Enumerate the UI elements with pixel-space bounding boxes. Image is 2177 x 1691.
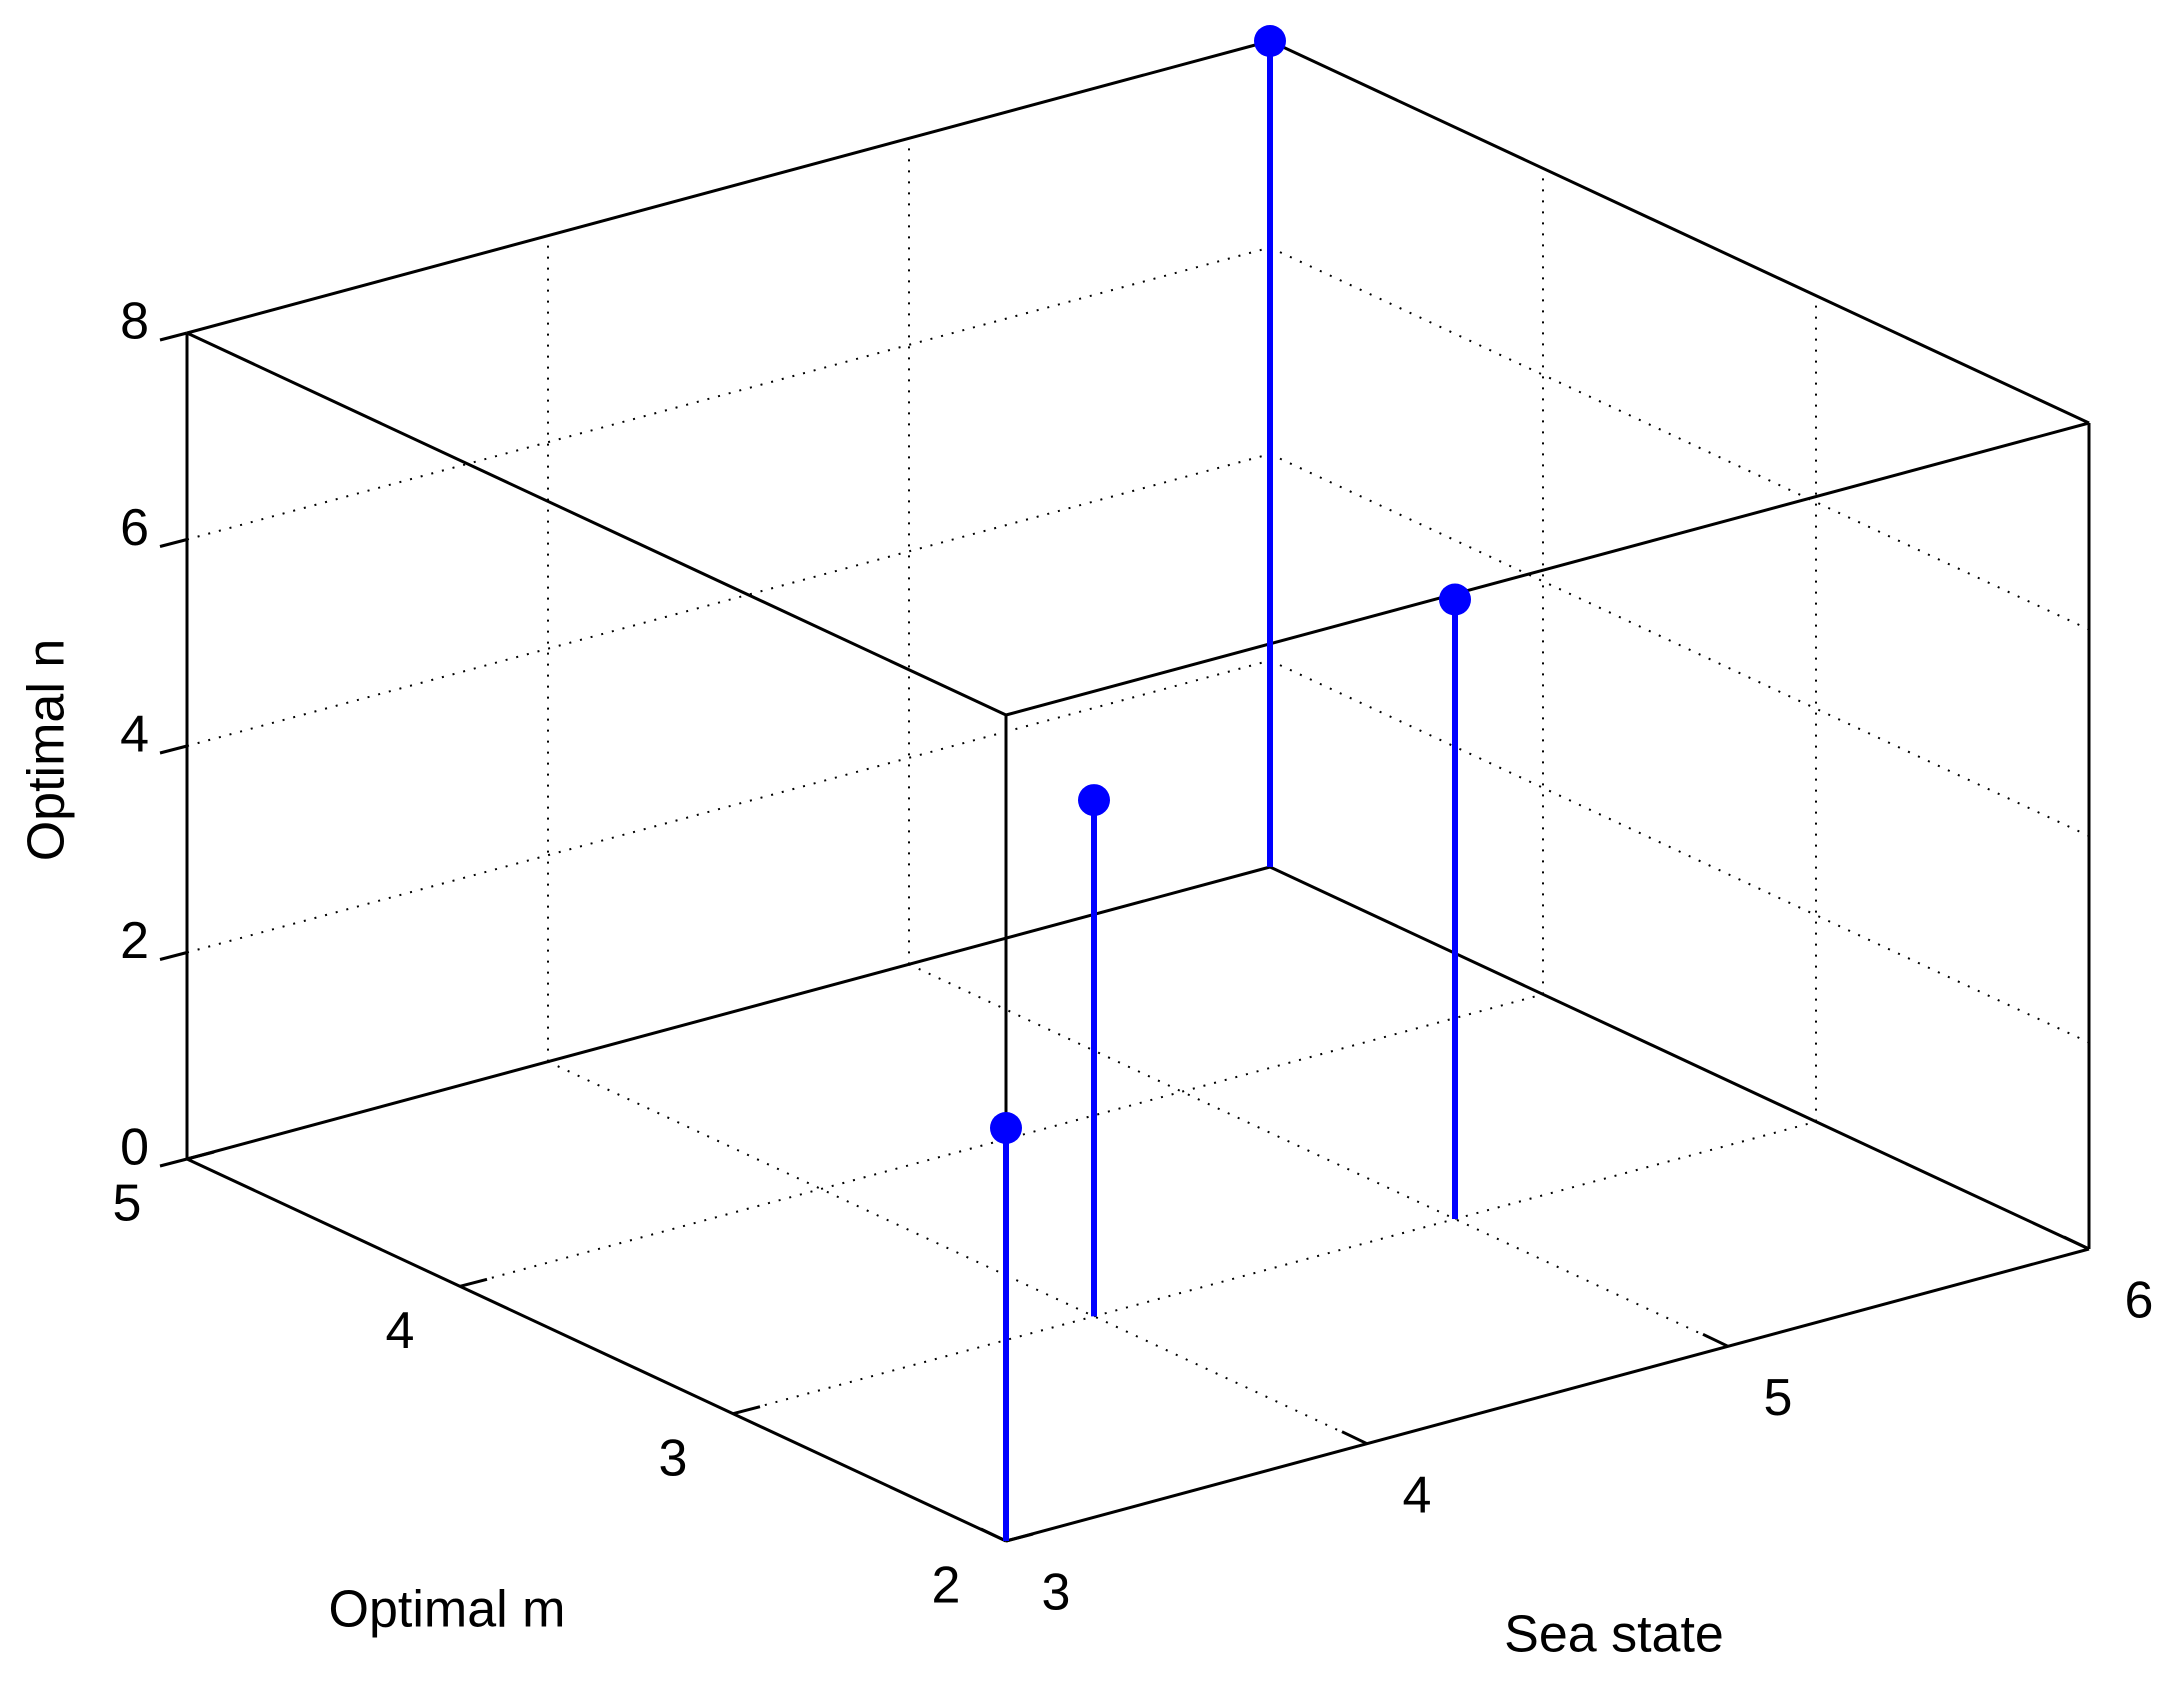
y-tick-label: 3: [659, 1429, 688, 1487]
box-edge: [186, 39, 1271, 335]
z-tick: [159, 744, 188, 755]
x-tick: [1702, 1332, 1729, 1348]
grid-line: [1269, 453, 2090, 837]
box-edge: [186, 865, 1271, 1161]
x-tick-label: 3: [1042, 1564, 1071, 1622]
y-axis-label: Optimal m: [329, 1581, 566, 1639]
stem-marker: [1078, 784, 1110, 817]
y-tick: [459, 1277, 488, 1288]
z-tick-label: 4: [120, 706, 149, 764]
x-tick-label: 5: [1764, 1369, 1793, 1427]
y-tick-label: 5: [113, 1175, 142, 1233]
z-tick-label: 0: [120, 1119, 149, 1177]
z-tick: [159, 951, 188, 961]
stem-marker: [1439, 583, 1471, 616]
y-tick: [732, 1405, 761, 1416]
box-edge: [186, 1157, 1007, 1543]
z-axis-label: Optimal n: [18, 639, 76, 862]
z-tick-label: 6: [120, 499, 149, 557]
x-tick: [1341, 1430, 1368, 1446]
z-tick: [159, 1157, 188, 1168]
z-tick: [159, 538, 188, 548]
box-edge: [1269, 39, 2090, 425]
z-tick-label: 8: [120, 293, 149, 351]
stem-marker: [990, 1112, 1022, 1144]
y-tick: [1005, 1532, 1034, 1543]
stem-marker: [1254, 25, 1286, 57]
x-tick-label: 4: [1403, 1466, 1432, 1524]
grid-line: [547, 1060, 1368, 1445]
x-axis-label: Sea state: [1504, 1606, 1724, 1664]
grid-line: [908, 963, 1729, 1348]
box-edge: [1005, 421, 2090, 717]
x-tick: [2063, 1235, 2090, 1251]
box-edge: [1005, 1247, 2090, 1543]
box-edge: [1269, 865, 2090, 1251]
grid-line: [1269, 659, 2090, 1044]
z-tick-label: 2: [120, 912, 149, 970]
y-tick: [186, 1150, 215, 1161]
y-tick-label: 2: [932, 1557, 961, 1615]
z-tick: [159, 331, 188, 342]
y-tick-label: 4: [386, 1302, 415, 1360]
x-tick: [980, 1527, 1007, 1543]
x-tick-label: 6: [2125, 1272, 2154, 1330]
box-edge: [186, 331, 1007, 717]
grid-line: [1269, 246, 2090, 631]
